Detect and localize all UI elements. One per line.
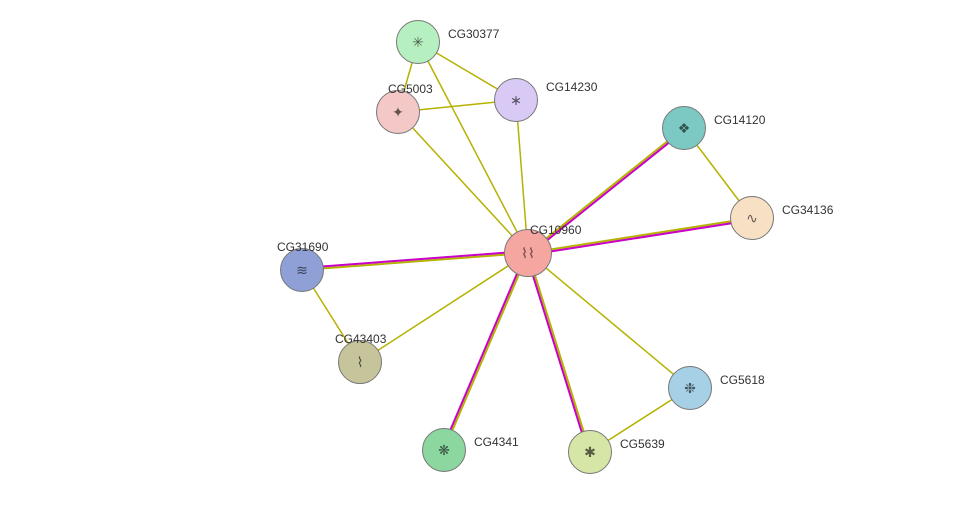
edge-CG10960-CG31690 [302, 253, 528, 270]
protein-structure-icon: ⌇⌇ [521, 246, 535, 260]
protein-structure-icon: ✦ [392, 105, 404, 119]
protein-structure-icon: ∿ [746, 211, 758, 225]
edge-CG10960-CG5639 [528, 253, 590, 452]
edge-CG10960-CG4341 [444, 253, 528, 450]
edge-CG10960-CG5618 [528, 253, 690, 388]
node-label-CG4341: CG4341 [474, 435, 519, 449]
node-label-CG14120: CG14120 [714, 113, 765, 127]
edge-CG10960-CG5639 [526, 254, 588, 453]
node-CG4341[interactable]: ❋ [422, 428, 466, 472]
node-CG5639[interactable]: ✱ [568, 430, 612, 474]
protein-structure-icon: ❉ [684, 381, 696, 395]
node-CG30377[interactable]: ✳ [396, 20, 440, 64]
node-label-CG5003: CG5003 [388, 82, 433, 96]
node-CG14120[interactable]: ❖ [662, 106, 706, 150]
edge-CG10960-CG31690 [302, 251, 528, 268]
node-CG5618[interactable]: ❉ [668, 366, 712, 410]
protein-structure-icon: ✱ [584, 445, 596, 459]
node-CG31690[interactable]: ≋ [280, 248, 324, 292]
protein-structure-icon: ❋ [438, 443, 450, 457]
protein-structure-icon: ⌇ [357, 355, 364, 369]
node-label-CG5618: CG5618 [720, 373, 765, 387]
edges-layer [0, 0, 976, 506]
node-label-CG5639: CG5639 [620, 437, 665, 451]
node-CG14230[interactable]: ∗ [494, 78, 538, 122]
node-CG43403[interactable]: ⌇ [338, 340, 382, 384]
protein-structure-icon: ✳ [412, 35, 424, 49]
node-label-CG31690: CG31690 [277, 240, 328, 254]
edge-CG30377-CG10960 [418, 42, 528, 253]
node-label-CG14230: CG14230 [546, 80, 597, 94]
node-label-CG30377: CG30377 [448, 27, 499, 41]
network-canvas: ⌇⌇ ✳ ∗ ✦ ❖ ∿ ≋ ⌇ ❋ ✱ ❉ CG10960 CG30377 CG14230 CG5003… [0, 0, 976, 506]
protein-structure-icon: ≋ [296, 263, 308, 277]
node-CG34136[interactable]: ∿ [730, 196, 774, 240]
protein-structure-icon: ❖ [678, 121, 691, 135]
edge-CG5003-CG10960 [398, 112, 528, 253]
node-CG5003[interactable]: ✦ [376, 90, 420, 134]
node-label-CG10960: CG10960 [530, 223, 581, 237]
node-label-CG34136: CG34136 [782, 203, 833, 217]
protein-structure-icon: ∗ [510, 93, 522, 107]
node-label-CG43403: CG43403 [335, 332, 386, 346]
